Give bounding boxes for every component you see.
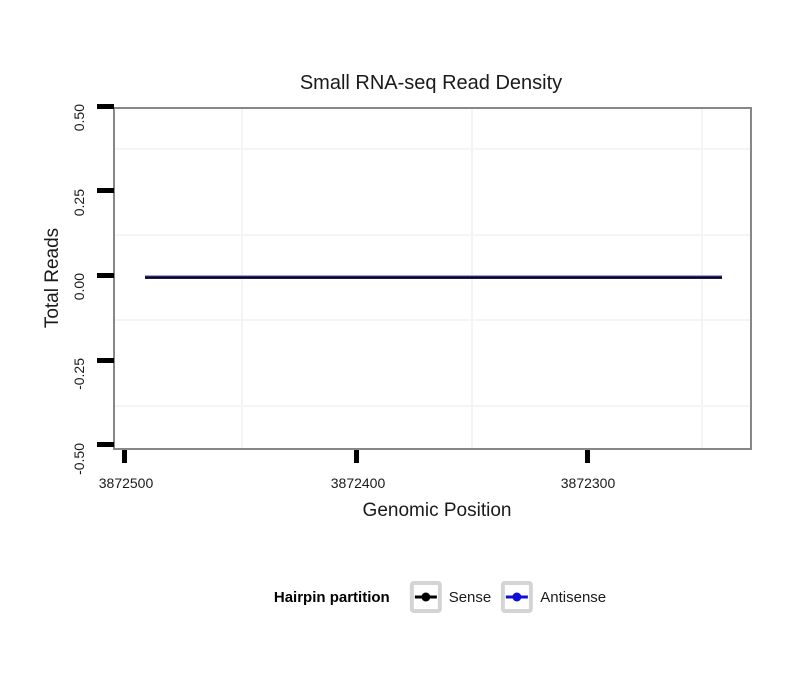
y-tick-label: 0.25 <box>71 189 87 217</box>
minor-gridline-horizontal <box>115 319 750 321</box>
legend-label-sense: Sense <box>448 588 492 606</box>
x-tick-label: 3872500 <box>98 475 154 491</box>
legend-key-antisense <box>501 581 534 613</box>
chart-title: Small RNA-seq Read Density <box>299 72 563 94</box>
x-tick-mark <box>585 450 590 463</box>
legend-item-antisense: Antisense <box>501 581 606 613</box>
sense-point-icon <box>421 592 431 602</box>
y-tick-mark <box>97 358 114 363</box>
legend-label-antisense: Antisense <box>540 588 607 606</box>
y-axis-title: Total Reads <box>42 227 63 329</box>
legend: Hairpin partition Sense Antisense <box>274 581 606 613</box>
legend-key-sense <box>409 581 442 613</box>
minor-gridline-horizontal <box>115 405 750 407</box>
y-tick-label: 0.00 <box>71 273 87 301</box>
y-tick-mark <box>97 188 114 193</box>
legend-item-sense: Sense <box>409 581 492 613</box>
y-tick-mark <box>97 104 114 109</box>
legend-title: Hairpin partition <box>273 588 390 606</box>
y-tick-label: -0.50 <box>71 443 87 475</box>
x-tick-mark <box>122 450 127 463</box>
x-tick-label: 3872400 <box>330 475 386 491</box>
x-tick-label: 3872300 <box>560 475 616 491</box>
plot-panel <box>113 107 752 450</box>
x-tick-mark <box>354 450 359 463</box>
series-line-sense-antisense-overlap <box>145 275 722 279</box>
x-axis-title: Genomic Position <box>362 500 512 521</box>
y-tick-mark <box>97 273 114 278</box>
y-tick-label: -0.25 <box>71 358 87 390</box>
antisense-point-icon <box>512 592 522 602</box>
y-tick-label: 0.50 <box>71 104 87 132</box>
y-tick-mark <box>97 442 114 447</box>
minor-gridline-horizontal <box>115 148 750 150</box>
minor-gridline-horizontal <box>115 234 750 236</box>
